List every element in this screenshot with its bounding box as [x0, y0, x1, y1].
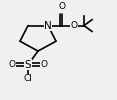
Text: O: O [40, 60, 48, 69]
Text: O: O [58, 2, 66, 11]
Text: S: S [25, 60, 31, 70]
Text: O: O [9, 60, 15, 69]
Text: N: N [44, 21, 52, 31]
Text: O: O [71, 21, 77, 30]
Text: Cl: Cl [24, 74, 32, 83]
